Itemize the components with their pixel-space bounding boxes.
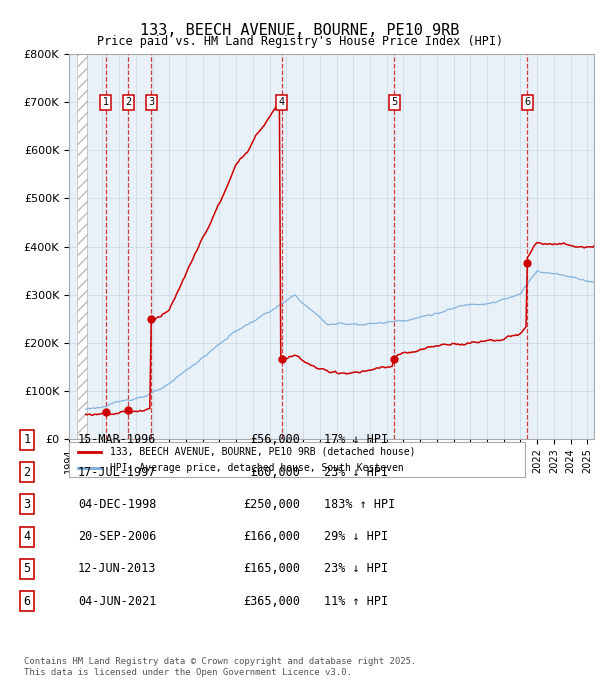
Text: 23% ↓ HPI: 23% ↓ HPI (324, 562, 388, 575)
Text: 6: 6 (23, 595, 31, 608)
Text: 2: 2 (125, 97, 131, 107)
Text: 4: 4 (278, 97, 285, 107)
Text: 11% ↑ HPI: 11% ↑ HPI (324, 595, 388, 608)
Text: 133, BEECH AVENUE, BOURNE, PE10 9RB (detached house): 133, BEECH AVENUE, BOURNE, PE10 9RB (det… (110, 447, 416, 457)
Text: 17% ↓ HPI: 17% ↓ HPI (324, 433, 388, 446)
Text: 20-SEP-2006: 20-SEP-2006 (78, 530, 157, 543)
Text: £56,000: £56,000 (250, 433, 300, 446)
Text: £250,000: £250,000 (243, 498, 300, 511)
Text: 1: 1 (23, 433, 31, 446)
Text: 3: 3 (148, 97, 154, 107)
Bar (77, 54, 87, 439)
Text: £165,000: £165,000 (243, 562, 300, 575)
Text: 17-JUL-1997: 17-JUL-1997 (78, 466, 157, 479)
Text: £166,000: £166,000 (243, 530, 300, 543)
Text: 04-DEC-1998: 04-DEC-1998 (78, 498, 157, 511)
Text: 23% ↓ HPI: 23% ↓ HPI (324, 466, 388, 479)
Text: 29% ↓ HPI: 29% ↓ HPI (324, 530, 388, 543)
Text: 4: 4 (23, 530, 31, 543)
Text: Contains HM Land Registry data © Crown copyright and database right 2025.
This d: Contains HM Land Registry data © Crown c… (24, 657, 416, 677)
Text: 1: 1 (103, 97, 109, 107)
Text: 04-JUN-2021: 04-JUN-2021 (78, 595, 157, 608)
Text: 5: 5 (391, 97, 397, 107)
Text: Price paid vs. HM Land Registry's House Price Index (HPI): Price paid vs. HM Land Registry's House … (97, 35, 503, 48)
Text: 2: 2 (23, 466, 31, 479)
Bar (77, 54, 87, 439)
Text: 183% ↑ HPI: 183% ↑ HPI (324, 498, 395, 511)
Text: 15-MAR-1996: 15-MAR-1996 (78, 433, 157, 446)
Text: 3: 3 (23, 498, 31, 511)
Text: £60,000: £60,000 (250, 466, 300, 479)
Text: 12-JUN-2013: 12-JUN-2013 (78, 562, 157, 575)
Text: 6: 6 (524, 97, 530, 107)
Text: 5: 5 (23, 562, 31, 575)
Text: £365,000: £365,000 (243, 595, 300, 608)
Text: 133, BEECH AVENUE, BOURNE, PE10 9RB: 133, BEECH AVENUE, BOURNE, PE10 9RB (140, 23, 460, 38)
Text: HPI: Average price, detached house, South Kesteven: HPI: Average price, detached house, Sout… (110, 463, 404, 473)
